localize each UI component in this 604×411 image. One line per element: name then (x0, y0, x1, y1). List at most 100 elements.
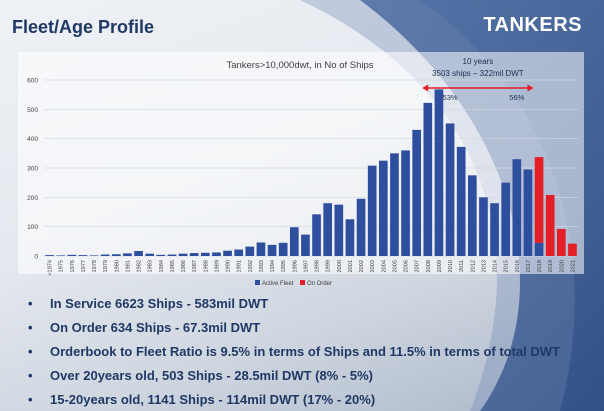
bar-active-fleet (334, 204, 344, 256)
bullet-text: On Order 634 Ships - 67.3mil DWT (50, 320, 261, 335)
x-tick-label: 1997 (303, 260, 309, 272)
bar-active-fleet (100, 254, 110, 256)
bar-active-fleet (45, 255, 54, 256)
bar-active-fleet (523, 169, 533, 256)
bar-active-fleet (490, 203, 499, 256)
x-tick-label: 2021 (570, 260, 576, 272)
legend-swatch (255, 280, 260, 285)
bullet-item: • In Service 6623 Ships - 583mil DWT (28, 296, 268, 311)
x-tick-label: 2009 (437, 260, 443, 272)
bullet-item: • Over 20years old, 503 Ships - 28.5mil D… (28, 368, 373, 383)
segment-tag: TANKERS (483, 14, 582, 36)
span-right-percent: 56% (509, 93, 524, 102)
bar-active-fleet (212, 252, 221, 256)
fleet-age-chart: <1974 1975 1976 1977 1978 1979 1980 1981 1982 198… (18, 52, 584, 287)
y-tick-label: 400 (27, 136, 38, 143)
bar-active-fleet (367, 165, 377, 256)
bullet-item: • On Order 634 Ships - 67.3mil DWT (28, 320, 260, 335)
bullet-text: Over 20years old, 503 Ships - 28.5mil DW… (50, 368, 373, 383)
x-tick-label: 1975 (59, 260, 65, 272)
bar-active-fleet (67, 254, 77, 256)
x-tick-label: 1988 (203, 260, 209, 272)
bar-active-fleet (200, 252, 210, 256)
bar-active-fleet (178, 253, 188, 256)
bar-active-fleet (234, 249, 244, 256)
chart-title: Tankers>10,000dwt, in No of Ships (226, 60, 373, 71)
x-tick-label: 1976 (70, 260, 76, 272)
bar-active-fleet (78, 255, 88, 256)
bullet-dot: • (28, 368, 33, 383)
bullet-dot: • (28, 392, 33, 407)
x-tick-label: 1990 (226, 260, 232, 272)
plot-background (18, 52, 584, 274)
bar-active-fleet (167, 254, 177, 256)
bullet-text: 15-20years old, 1141 Ships - 114mil DWT … (50, 392, 376, 407)
y-tick-label: 500 (27, 107, 38, 114)
x-tick-label: 2015 (504, 260, 510, 272)
bar-active-fleet (267, 244, 277, 256)
bar-active-fleet (156, 254, 166, 256)
bar-active-fleet (245, 246, 255, 256)
x-tick-label: 2018 (537, 260, 543, 272)
x-tick-label: 1987 (192, 260, 198, 272)
x-tick-label: 1999 (326, 260, 332, 272)
bar-active-fleet (534, 242, 544, 256)
x-tick-label: 2008 (426, 260, 432, 272)
bar-active-fleet (456, 146, 466, 256)
bar-active-fleet (467, 175, 477, 256)
bar-active-fleet (89, 255, 99, 256)
bar-active-fleet (278, 242, 288, 256)
page-title: Fleet/Age Profile (12, 17, 155, 37)
y-tick-label: 200 (27, 195, 38, 202)
bullet-dot: • (28, 296, 33, 311)
x-tick-label: 1995 (281, 260, 287, 272)
x-tick-label: 1993 (259, 260, 265, 272)
span-title: 10 years (463, 57, 494, 66)
legend-label: Active Fleet (262, 281, 294, 287)
x-tick-label: 1989 (214, 260, 220, 272)
x-tick-label: 1984 (159, 260, 165, 272)
bar-active-fleet (512, 159, 522, 256)
bullet-text: Orderbook to Fleet Ratio is 9.5% in term… (50, 344, 560, 359)
bar-on-order (534, 157, 544, 243)
x-tick-label: 1979 (103, 260, 109, 272)
x-tick-label: 2014 (493, 260, 499, 272)
y-tick-label: 300 (27, 166, 38, 173)
bar-active-fleet (223, 250, 232, 256)
bar-active-fleet (356, 198, 366, 256)
bar-on-order (556, 229, 566, 256)
bar-active-fleet (401, 150, 410, 256)
bar-active-fleet (312, 214, 321, 256)
bar-active-fleet (323, 203, 333, 256)
x-tick-label: 2001 (348, 260, 354, 272)
bullet-item: • 15-20years old, 1141 Ships - 114mil DWT… (28, 392, 375, 407)
x-tick-label: 1981 (125, 260, 131, 272)
bar-on-order (568, 243, 577, 256)
legend-label: On Order (307, 281, 332, 287)
x-tick-label: 1998 (315, 260, 321, 272)
x-tick-label: 1994 (270, 260, 276, 272)
bar-active-fleet (445, 123, 455, 256)
x-tick-label: 2000 (337, 260, 343, 272)
x-tick-label: 1977 (81, 260, 87, 272)
bar-active-fleet (289, 227, 299, 256)
bullet-dot: • (28, 344, 33, 359)
bar-active-fleet (123, 253, 132, 256)
x-tick-label: 2002 (359, 260, 365, 272)
x-tick-label: 2019 (548, 260, 554, 272)
bar-active-fleet (501, 182, 511, 256)
x-tick-label: 1983 (148, 260, 154, 272)
bar-active-fleet (256, 242, 266, 256)
x-tick-label: 2006 (404, 260, 410, 272)
x-tick-label: 2012 (470, 260, 476, 272)
legend-swatch (300, 280, 305, 285)
x-tick-label: 1991 (237, 260, 243, 272)
bar-active-fleet (301, 234, 310, 256)
span-left-percent: 53% (443, 93, 458, 102)
y-tick-label: 600 (27, 78, 38, 85)
bar-active-fleet (111, 254, 121, 256)
bar-active-fleet (423, 102, 433, 256)
x-tick-label: 1985 (170, 260, 176, 272)
bar-active-fleet (434, 89, 444, 257)
